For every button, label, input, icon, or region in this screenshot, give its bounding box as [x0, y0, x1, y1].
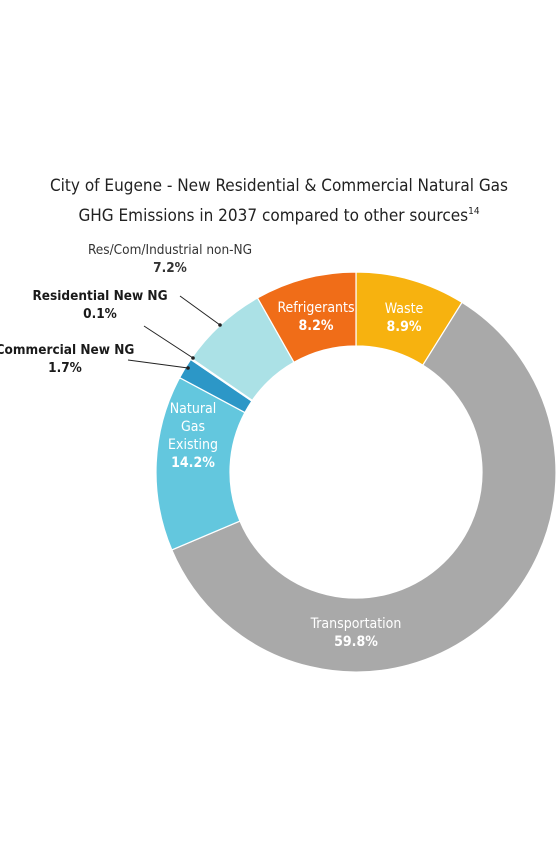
- slice-label-res-com-industrial-non-ng: Res/Com/Industrial non-NG: [88, 242, 252, 258]
- slice-refrigerants: [256, 271, 357, 364]
- slice-label-refrigerants: Refrigerants: [277, 300, 354, 316]
- chart-title: City of Eugene - New Residential & Comme…: [0, 174, 558, 229]
- leader-line-commercial-new-ng: [127, 359, 189, 369]
- leader-dot-residential-new-ng: [191, 356, 195, 360]
- chart-title-line1: City of Eugene - New Residential & Comme…: [49, 176, 509, 196]
- donut-slices: [155, 271, 557, 673]
- slice-value-refrigerants: 8.2%: [299, 318, 334, 334]
- donut-labels: Waste 8.9% Transportation 59.8% Natural Gas Ex…: [0, 242, 424, 650]
- slice-transportation: [171, 301, 557, 673]
- slice-label-commercial-new-ng: Commercial New NG: [0, 342, 134, 358]
- slice-label-transportation: Transportation: [310, 616, 402, 632]
- chart-title-footnote: 14: [468, 206, 480, 217]
- slice-value-natural-gas-existing: 14.2%: [171, 455, 215, 471]
- chart-title-line2: GHG Emissions in 2037 compared to other …: [0, 199, 558, 229]
- chart-title-line2-text: GHG Emissions in 2037 compared to other …: [78, 206, 469, 226]
- leader-dot-res-com-industrial-non-ng: [218, 323, 222, 327]
- slice-value-commercial-new-ng: 1.7%: [48, 360, 82, 376]
- slice-label-waste: Waste: [385, 301, 424, 317]
- slice-label-natural-gas-existing: Natural: [170, 401, 216, 417]
- slice-value-waste: 8.9%: [387, 319, 422, 335]
- slice-label-natural-gas-existing: Gas: [181, 419, 205, 435]
- slice-label-natural-gas-existing: Existing: [168, 437, 218, 453]
- leader-line-res-com-industrial-non-ng: [179, 295, 221, 326]
- slice-label-residential-new-ng: Residential New NG: [32, 288, 167, 304]
- slice-value-residential-new-ng: 0.1%: [83, 306, 117, 322]
- leader-line-residential-new-ng: [143, 325, 194, 359]
- slice-value-res-com-industrial-non-ng: 7.2%: [153, 260, 187, 276]
- slice-value-transportation: 59.8%: [334, 634, 378, 650]
- leader-dot-commercial-new-ng: [186, 366, 190, 370]
